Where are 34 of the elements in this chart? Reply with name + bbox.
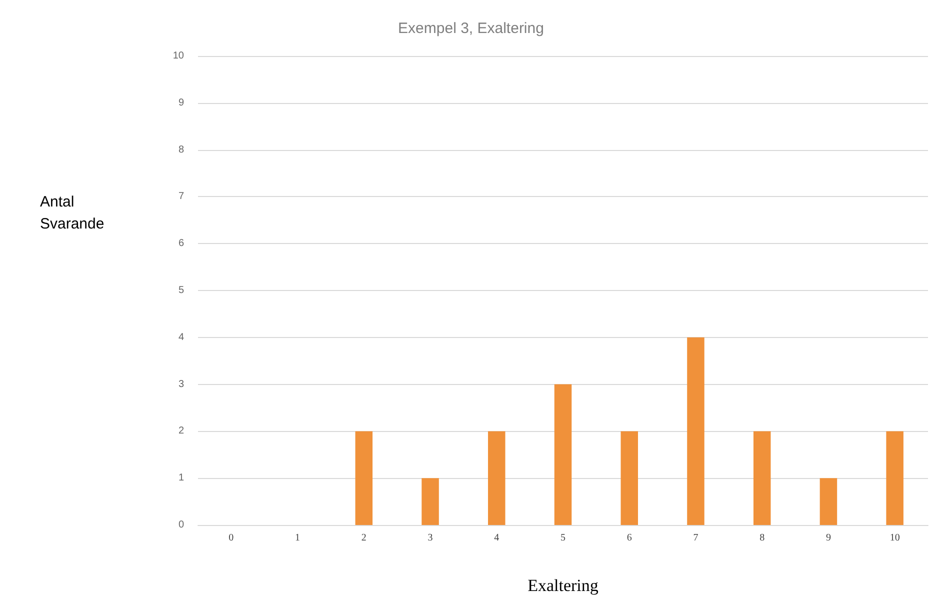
x-tick-label: 6 bbox=[626, 532, 632, 544]
bar bbox=[820, 478, 838, 525]
x-tick-label: 1 bbox=[295, 532, 300, 544]
x-tick-label: 2 bbox=[361, 532, 366, 544]
y-tick-label: 1 bbox=[178, 472, 184, 484]
y-tick-label: 4 bbox=[178, 332, 184, 343]
x-axis-title: Exaltering bbox=[528, 576, 599, 595]
bar bbox=[687, 337, 704, 525]
bar bbox=[620, 431, 638, 525]
y-tick-label: 7 bbox=[178, 191, 184, 202]
chart-title: Exempel 3, Exaltering bbox=[398, 20, 544, 37]
bar bbox=[753, 431, 771, 525]
bar bbox=[886, 431, 904, 525]
x-tick-label: 4 bbox=[494, 532, 500, 544]
bar bbox=[488, 431, 506, 525]
y-tick-label: 8 bbox=[178, 144, 184, 156]
x-tick-label: 9 bbox=[826, 532, 831, 544]
y-tick-label: 3 bbox=[178, 378, 184, 390]
bar bbox=[355, 431, 373, 525]
y-tick-label: 9 bbox=[178, 97, 184, 108]
y-tick-label: 2 bbox=[178, 426, 184, 437]
x-tick-label: 10 bbox=[890, 532, 900, 544]
y-tick-label: 5 bbox=[178, 285, 184, 296]
y-tick-label: 6 bbox=[178, 238, 184, 250]
y-axis-title: Antal Svarande bbox=[40, 194, 104, 232]
y-tick-label: 10 bbox=[172, 50, 184, 62]
bar bbox=[554, 384, 572, 525]
bar bbox=[422, 478, 439, 525]
x-tick-label: 8 bbox=[760, 532, 765, 544]
x-tick-label: 3 bbox=[428, 532, 433, 544]
y-tick-label: 0 bbox=[178, 520, 184, 530]
x-tick-label: 0 bbox=[228, 532, 234, 544]
x-tick-label: 5 bbox=[560, 532, 566, 544]
x-tick-label: 7 bbox=[693, 532, 698, 544]
